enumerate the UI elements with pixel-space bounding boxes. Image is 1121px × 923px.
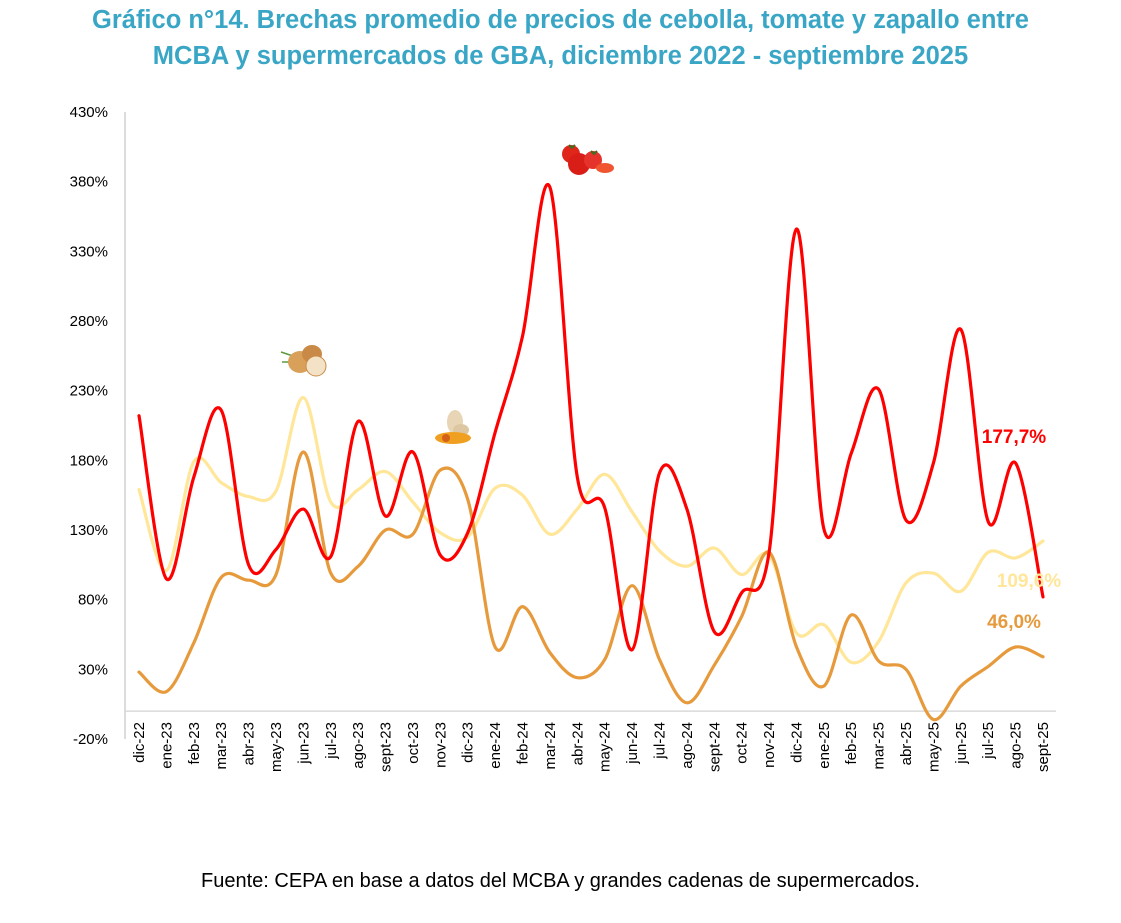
x-tick-label: ago-23 — [350, 722, 367, 769]
series-line-tomate — [137, 182, 1045, 652]
x-tick-label: feb-24 — [515, 722, 532, 765]
x-tick-label: ene-24 — [487, 722, 504, 769]
end-label-tomate: 177,7% — [982, 427, 1047, 448]
x-tick-label: dic-23 — [460, 722, 477, 763]
x-tick-label: sept-24 — [706, 722, 723, 772]
end-labels: 177,7% 109,6% 46,0% — [982, 427, 1062, 633]
chart-title-line-1: Gráfico n°14. Brechas promedio de precio… — [92, 6, 1029, 34]
end-label-cebolla: 109,6% — [997, 571, 1062, 592]
squash-icon — [435, 410, 471, 444]
x-tick-label: mar-24 — [542, 722, 559, 770]
x-tick-label: jul-24 — [651, 722, 668, 760]
x-tick-label: jun-25 — [953, 722, 970, 765]
y-tick-label: 330% — [70, 243, 108, 260]
x-tick-label: ago-25 — [1008, 722, 1025, 769]
x-tick-label: may-25 — [925, 722, 942, 772]
series-lines — [137, 182, 1045, 722]
x-tick-label: dic-22 — [131, 722, 148, 763]
y-tick-label: 430% — [70, 104, 108, 121]
series-icons — [280, 144, 614, 444]
y-tick-label: 80% — [78, 592, 108, 609]
x-tick-label: jul-25 — [980, 722, 997, 760]
chart-title-line-2: MCBA y supermercados de GBA, diciembre 2… — [152, 42, 969, 70]
y-tick-labels: -20% 30% 80% 130% 180% 230% 280% 330% 380% 430% — [70, 104, 108, 748]
x-tick-label: abr-24 — [569, 722, 586, 765]
y-tick-label: -20% — [73, 731, 108, 748]
x-tick-label: jun-24 — [624, 722, 641, 765]
x-tick-label: mar-25 — [871, 722, 888, 770]
x-tick-label: ene-25 — [816, 722, 833, 769]
end-label-zapallo: 46,0% — [987, 612, 1041, 633]
x-tick-label: abr-25 — [898, 722, 915, 765]
series-line-zapallo — [137, 450, 1045, 722]
x-tick-label: feb-25 — [843, 722, 860, 765]
x-tick-label: nov-24 — [761, 722, 778, 768]
x-tick-label: oct-23 — [405, 722, 422, 764]
chart-title: Gráfico n°14. Brechas promedio de precio… — [0, 2, 1121, 74]
x-tick-label: sept-23 — [378, 722, 395, 772]
x-tick-label: may-23 — [268, 722, 285, 772]
onion-icon — [280, 345, 327, 377]
x-tick-label: mar-23 — [213, 722, 230, 770]
x-tick-label: abr-23 — [241, 722, 258, 765]
x-tick-label: dic-24 — [788, 722, 805, 763]
x-tick-label: may-24 — [597, 722, 614, 772]
x-tick-label: jun-23 — [295, 722, 312, 765]
x-tick-labels: dic-22 ene-23 feb-23 mar-23 abr-23 may-23 jun-… — [131, 722, 1052, 772]
y-tick-label: 380% — [70, 174, 108, 191]
y-tick-label: 30% — [78, 661, 108, 678]
x-tick-label: ago-24 — [679, 722, 696, 769]
x-tick-label: jul-23 — [323, 722, 340, 760]
x-tick-label: oct-24 — [734, 722, 751, 764]
y-tick-label: 130% — [70, 522, 108, 539]
x-tick-label: sept-25 — [1035, 722, 1052, 772]
series-line-cebolla — [137, 395, 1045, 665]
source-note: Fuente: CEPA en base a datos del MCBA y … — [201, 870, 920, 892]
y-tick-label: 180% — [70, 452, 108, 469]
x-tick-label: ene-23 — [158, 722, 175, 769]
x-tick-label: nov-23 — [432, 722, 449, 768]
x-tick-label: feb-23 — [186, 722, 203, 765]
y-tick-label: 230% — [70, 383, 108, 400]
y-tick-label: 280% — [70, 313, 108, 330]
tomato-icon — [562, 144, 614, 175]
axes — [124, 112, 1056, 739]
